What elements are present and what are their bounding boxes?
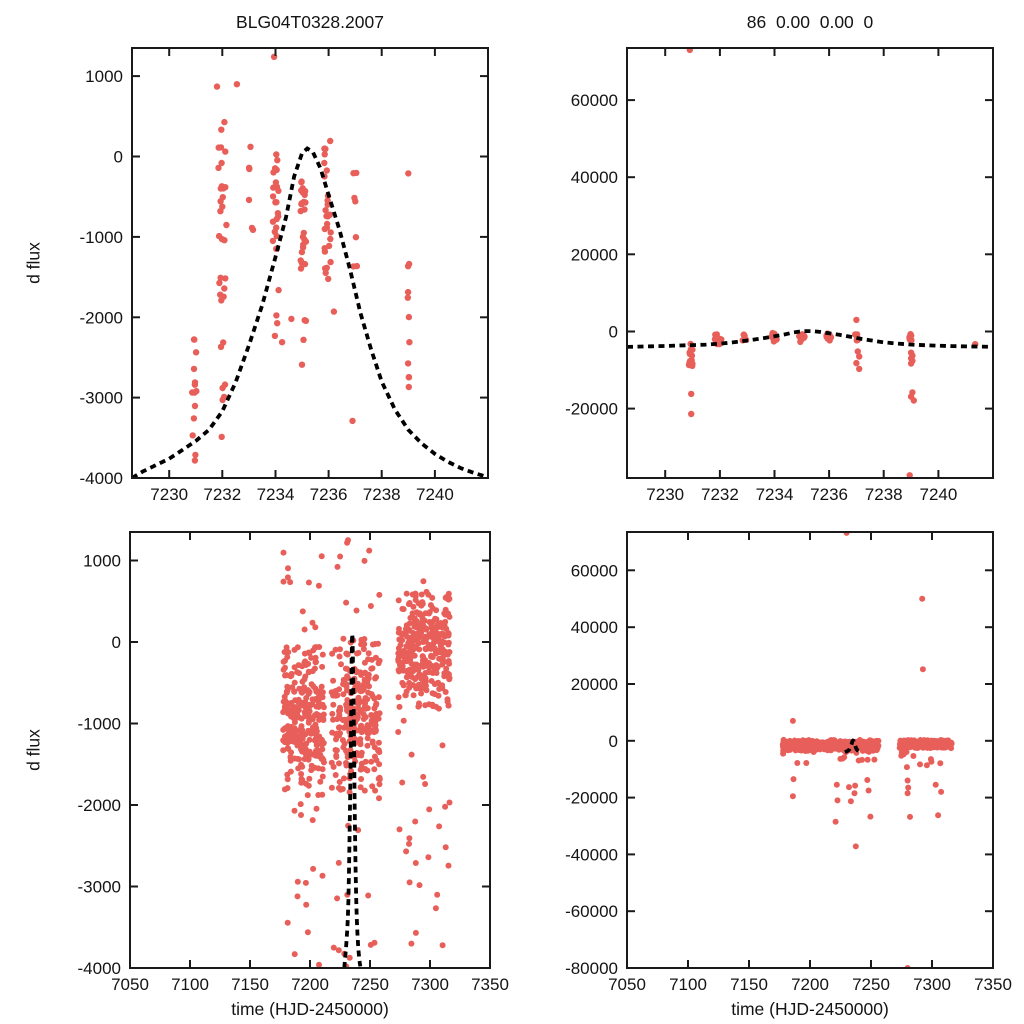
x-tick-label: 7232 — [701, 485, 739, 504]
x-tick-label: 7238 — [363, 485, 401, 504]
y-tick-label: -4000 — [80, 469, 123, 488]
y-tick-label: -20000 — [565, 789, 618, 808]
y-tick-label: 0 — [609, 323, 618, 342]
y-tick-label: 0 — [609, 732, 618, 751]
x-tick-label: 7240 — [416, 485, 454, 504]
y-tick-label: 20000 — [571, 675, 618, 694]
x-axis-label-bottom-right: time (HJD-2450000) — [731, 999, 889, 1019]
model-curve-bottom-left — [342, 633, 363, 968]
y-tick-label: 20000 — [571, 245, 618, 264]
x-tick-label: 7100 — [171, 975, 209, 994]
x-tick-label: 7350 — [974, 975, 1012, 994]
panel-bottom-left: 7050 7100 7150 7200 7250 7300 7350 1000 0 -1000 -2… — [78, 531, 509, 994]
x-tick-label: 7234 — [257, 485, 295, 504]
y-tick-label: 60000 — [571, 91, 618, 110]
x-tick-label: 7200 — [291, 975, 329, 994]
x-tick-label: 7150 — [730, 975, 768, 994]
y-tick-label: -2000 — [78, 796, 121, 815]
x-axis-label-bottom-left: time (HJD-2450000) — [231, 999, 389, 1019]
y-tick-label: 0 — [112, 633, 121, 652]
y-tick-label: -80000 — [565, 959, 618, 978]
x-tick-label: 7240 — [919, 485, 957, 504]
panel-title-top-right: 86 0.00 0.00 0 — [746, 12, 874, 32]
y-tick-label: -4000 — [78, 959, 121, 978]
x-tick-label: 7250 — [852, 975, 890, 994]
y-tick-label: 1000 — [85, 67, 123, 86]
y-axis-label-top: d flux — [23, 242, 44, 284]
panel-data-top-right — [627, 48, 991, 478]
model-curve-bottom-right — [844, 738, 862, 754]
x-tick-label: 7238 — [865, 485, 903, 504]
x-tick-label: 7236 — [310, 485, 348, 504]
x-tick-label: 7100 — [669, 975, 707, 994]
y-tick-label: -20000 — [565, 400, 618, 419]
panel-data-bottom-right — [779, 532, 955, 968]
panel-title-top-left: BLG04T0328.2007 — [236, 12, 384, 32]
model-curve-top-right — [627, 329, 991, 349]
x-tick-label: 7250 — [351, 975, 389, 994]
x-tick-label: 7236 — [810, 485, 848, 504]
y-tick-label: -40000 — [565, 845, 618, 864]
y-tick-label: 0 — [114, 148, 123, 167]
y-tick-label: -3000 — [80, 389, 123, 408]
model-curve-top-left — [132, 146, 486, 478]
x-tick-label: 7230 — [150, 485, 188, 504]
y-tick-label: -2000 — [80, 308, 123, 327]
y-tick-label: 40000 — [571, 618, 618, 637]
y-tick-label: 60000 — [571, 561, 618, 580]
x-tick-label: 7230 — [646, 485, 684, 504]
y-axis-label-bottom: d flux — [23, 729, 44, 771]
panel-bottom-right: 7050 7100 7150 7200 7250 7300 7350 60000 40000 20… — [565, 531, 1012, 994]
x-tick-label: 7300 — [913, 975, 951, 994]
panel-top-left: 7230 7232 7234 7236 7238 7240 1000 0 -1000 -2000 -… — [80, 47, 489, 504]
x-tick-label: 7300 — [411, 975, 449, 994]
x-tick-label: 7234 — [756, 485, 794, 504]
panel-data-bottom-left — [280, 537, 453, 968]
x-tick-label: 7232 — [203, 485, 241, 504]
y-tick-label: -1000 — [78, 715, 121, 734]
y-tick-label: 40000 — [571, 168, 618, 187]
panel-top-right: 7230 7232 7234 7236 7238 7240 60000 40000 20000 0… — [565, 47, 994, 504]
x-tick-label: 7150 — [231, 975, 269, 994]
panel-data-top-left — [132, 53, 486, 478]
x-tick-label: 7050 — [608, 975, 646, 994]
y-tick-label: -1000 — [80, 228, 123, 247]
x-tick-label: 7350 — [471, 975, 509, 994]
x-tick-label: 7200 — [791, 975, 829, 994]
y-tick-label: -3000 — [78, 878, 121, 897]
y-tick-label: -60000 — [565, 902, 618, 921]
y-tick-label: 1000 — [83, 552, 121, 571]
x-tick-label: 7050 — [111, 975, 149, 994]
